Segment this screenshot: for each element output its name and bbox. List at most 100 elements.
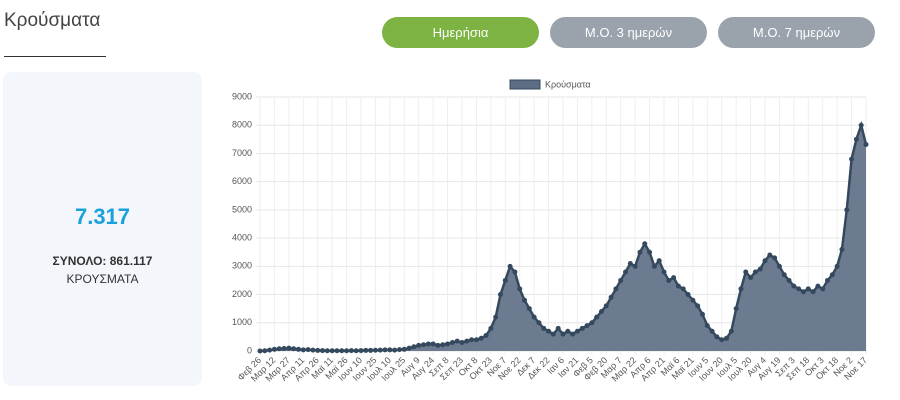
point <box>315 347 321 353</box>
point <box>584 323 590 329</box>
point <box>305 347 311 353</box>
point <box>632 263 638 269</box>
avg3-button[interactable]: Μ.Ο. 3 ημερών <box>550 17 707 48</box>
point <box>603 303 609 309</box>
point <box>377 347 383 353</box>
legend-swatch <box>509 79 541 90</box>
point <box>295 346 301 352</box>
point <box>517 286 523 292</box>
point <box>363 347 369 353</box>
point <box>776 263 782 269</box>
point <box>469 337 475 343</box>
point <box>685 292 691 298</box>
point <box>839 246 845 252</box>
point <box>320 348 326 354</box>
point <box>623 269 629 275</box>
point <box>574 328 580 334</box>
point <box>767 252 773 258</box>
point <box>421 342 427 348</box>
point <box>281 345 287 351</box>
avg7-button[interactable]: Μ.Ο. 7 ημερών <box>718 17 875 48</box>
point <box>286 345 292 351</box>
point <box>478 335 484 341</box>
point <box>406 345 412 351</box>
point <box>594 314 600 320</box>
point <box>392 347 398 353</box>
point <box>555 325 561 331</box>
point <box>473 337 479 343</box>
point <box>416 342 422 348</box>
y-tick-label: 3000 <box>232 261 252 271</box>
daily-button[interactable]: Ημερήσια <box>382 17 539 48</box>
point <box>536 320 542 326</box>
point <box>853 136 859 142</box>
point <box>483 332 489 338</box>
point <box>435 342 441 348</box>
point <box>825 277 831 283</box>
point <box>805 286 811 292</box>
point <box>459 340 465 346</box>
point <box>748 275 754 281</box>
point <box>791 283 797 289</box>
point <box>618 277 624 283</box>
point <box>411 344 417 350</box>
point <box>267 347 273 353</box>
point <box>560 331 566 337</box>
point <box>589 320 595 326</box>
point <box>512 269 518 275</box>
point <box>531 314 537 320</box>
point <box>526 306 532 312</box>
title-rule <box>4 56 106 57</box>
point <box>348 348 354 354</box>
point <box>613 286 619 292</box>
point <box>353 348 359 354</box>
point <box>291 346 297 352</box>
point <box>430 341 436 347</box>
page-title: Κρούσματα <box>4 10 101 31</box>
point <box>772 255 778 261</box>
point <box>666 277 672 283</box>
point <box>598 308 604 314</box>
point <box>334 348 340 354</box>
point <box>271 346 277 352</box>
total-label: ΚΡΟΥΣΜΑΤΑ <box>66 272 139 286</box>
point <box>546 328 552 334</box>
point <box>680 286 686 292</box>
area <box>260 125 866 351</box>
point <box>820 286 826 292</box>
point <box>440 342 446 348</box>
point <box>863 141 869 147</box>
point <box>796 286 802 292</box>
point <box>699 311 705 317</box>
point <box>449 340 455 346</box>
summary-card: 7.317 ΣΥΝΟΛΟ: 861.117 ΚΡΟΥΣΜΑΤΑ <box>3 72 202 386</box>
point <box>815 283 821 289</box>
point <box>627 261 633 267</box>
point <box>858 122 864 128</box>
point <box>368 347 374 353</box>
daily-value: 7.317 <box>74 204 131 229</box>
point <box>656 258 662 264</box>
total-value: ΣΥΝΟΛΟ: 861.117 <box>52 254 153 268</box>
point <box>675 283 681 289</box>
point <box>637 249 643 255</box>
point <box>339 348 345 354</box>
point <box>738 286 744 292</box>
legend-label: Κρούσματα <box>545 79 591 89</box>
y-tick-label: 8000 <box>232 120 252 130</box>
point <box>671 275 677 281</box>
point <box>257 348 263 354</box>
y-tick-label: 1000 <box>232 317 252 327</box>
y-tick-label: 9000 <box>232 91 252 101</box>
point <box>300 347 306 353</box>
point <box>704 323 710 329</box>
point <box>541 325 547 331</box>
y-tick-label: 6000 <box>232 176 252 186</box>
point <box>324 348 330 354</box>
y-tick-label: 2000 <box>232 289 252 299</box>
point <box>401 346 407 352</box>
point <box>382 347 388 353</box>
point <box>786 277 792 283</box>
point <box>358 348 364 354</box>
